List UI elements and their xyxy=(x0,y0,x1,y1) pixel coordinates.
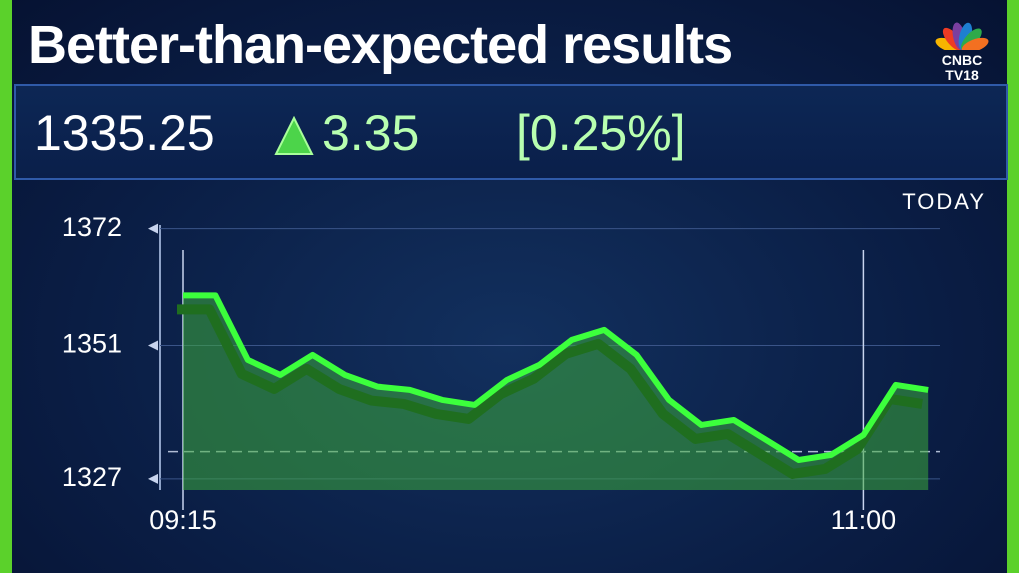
y-tick-label: 1372 xyxy=(62,212,122,242)
y-tick-label: 1327 xyxy=(62,462,122,492)
logo-peacock xyxy=(935,22,989,53)
side-strip xyxy=(1007,0,1019,573)
x-tick-label: 09:15 xyxy=(149,505,217,535)
up-arrow xyxy=(274,116,314,155)
tick-mark xyxy=(148,473,158,484)
tick-mark xyxy=(148,340,158,351)
line-shadow xyxy=(177,304,923,479)
change-percent: [0.25%] xyxy=(516,105,686,161)
tick-mark xyxy=(148,223,158,234)
price-bar: 1335.25 3.35 [0.25%] xyxy=(14,84,1008,180)
x-tick-label: 11:00 xyxy=(831,505,897,535)
price: 1335.25 xyxy=(34,105,215,161)
logo-text: TV18 xyxy=(945,67,979,83)
logo: CNBC TV18 xyxy=(930,20,994,83)
side-strip xyxy=(0,0,12,573)
y-tick-label: 1351 xyxy=(62,329,122,359)
area xyxy=(183,295,929,490)
logo-text: CNBC xyxy=(941,52,983,68)
period-label: TODAY xyxy=(902,189,986,214)
line xyxy=(183,292,929,463)
headline: Better-than-expected results xyxy=(28,15,733,75)
change: 3.35 xyxy=(322,105,420,161)
